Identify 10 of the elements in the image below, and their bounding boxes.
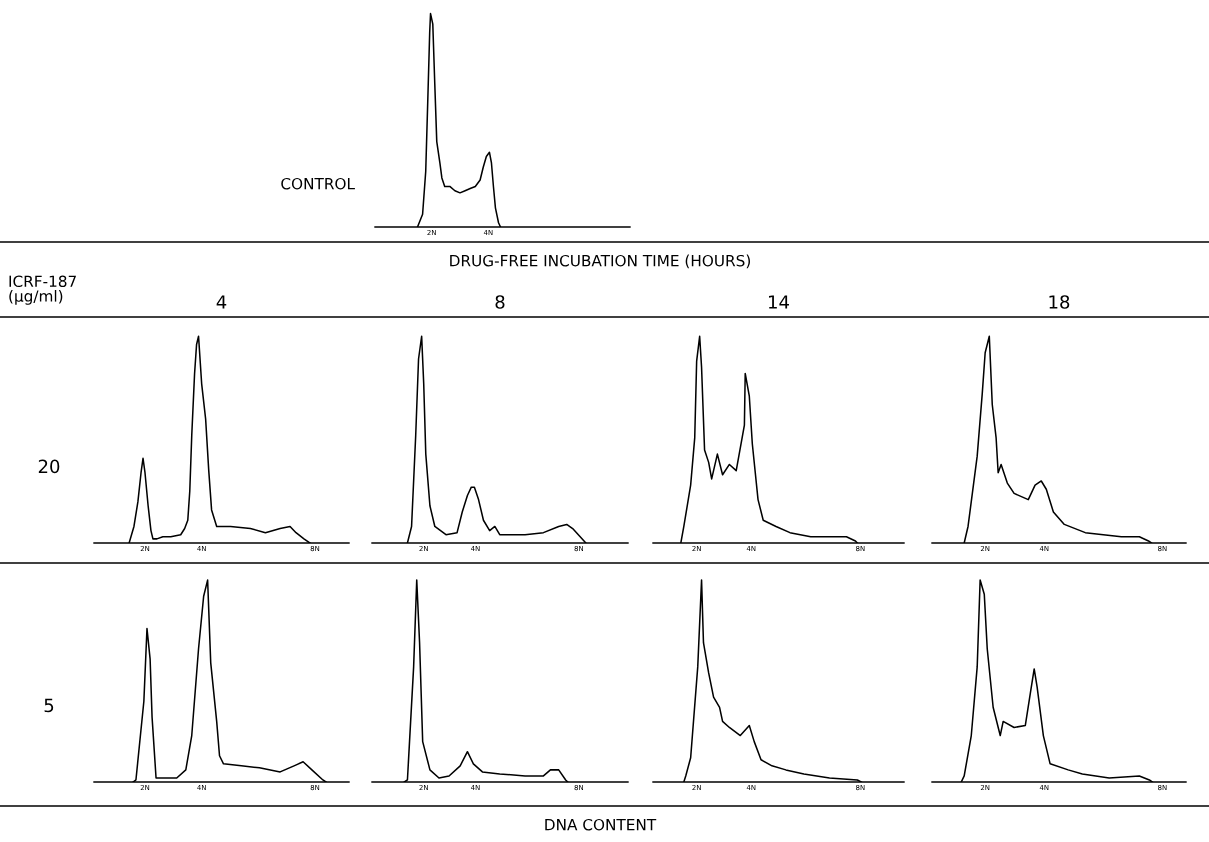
text: DNA CONTENT xyxy=(545,818,657,831)
text: DRUG-FREE INCUBATION TIME (HOURS) xyxy=(450,254,750,269)
y-axis-title: 5 xyxy=(44,698,54,713)
chart-title: 18 xyxy=(1049,295,1070,309)
text: ICRF-187 (μg/ml) xyxy=(9,275,76,305)
chart-title: 4 xyxy=(216,295,227,309)
text: CONTROL xyxy=(281,177,355,190)
y-axis-title: 20 xyxy=(38,459,60,474)
chart-title: 14 xyxy=(769,295,789,309)
chart-title: 8 xyxy=(495,295,505,309)
